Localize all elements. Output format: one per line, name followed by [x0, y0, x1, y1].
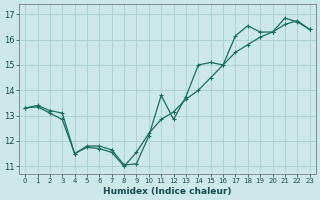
X-axis label: Humidex (Indice chaleur): Humidex (Indice chaleur) [103, 187, 232, 196]
